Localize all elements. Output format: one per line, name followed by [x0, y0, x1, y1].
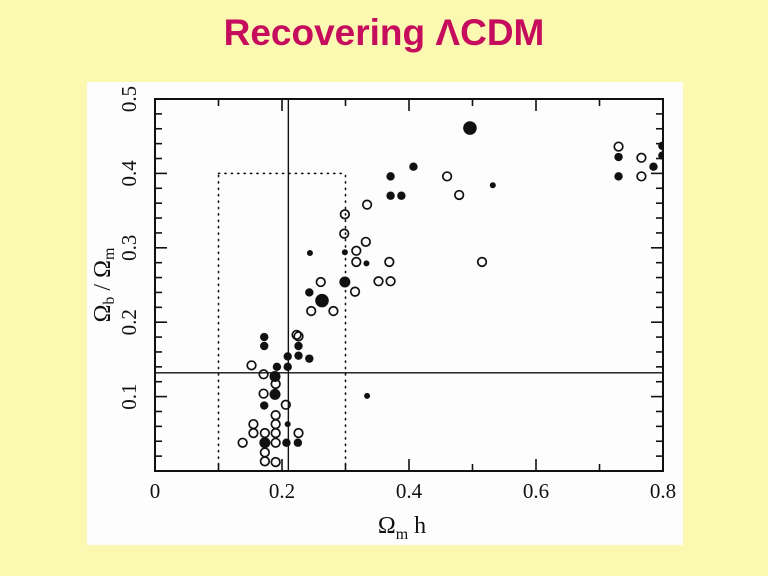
data-point-filled — [269, 388, 281, 400]
data-point-filled — [658, 141, 663, 151]
data-point-open — [237, 437, 248, 448]
data-point-filled — [386, 172, 395, 181]
data-point-open — [373, 276, 384, 287]
data-point-open — [328, 305, 339, 317]
data-point-filled — [305, 288, 314, 297]
data-point-open — [349, 286, 361, 297]
data-point-open — [339, 209, 351, 220]
data-point-filled — [282, 438, 291, 447]
data-point-open — [270, 410, 281, 421]
data-point-filled — [614, 152, 623, 162]
data-point-open — [293, 331, 304, 342]
data-point-open — [361, 199, 373, 210]
data-point-filled — [259, 437, 271, 449]
data-point-filled — [463, 121, 477, 135]
page-title: Recovering ΛCDM — [223, 12, 545, 53]
data-point-filled — [284, 421, 291, 428]
plot-panel: 0 0.2 0.4 0.6 0.8 0.1 0.2 0.3 0.4 0.5 Ωm h Ωb / Ωm — [87, 82, 683, 545]
data-point-filled — [293, 438, 303, 447]
data-point-open — [259, 447, 271, 458]
y-tick-label: 0.5 — [117, 86, 141, 112]
data-point-filled — [294, 351, 303, 360]
data-point-filled — [315, 293, 329, 308]
data-point-open — [248, 427, 259, 439]
data-point-open — [351, 256, 362, 268]
plot-frame — [154, 98, 664, 472]
x-tick-label: 0.2 — [269, 479, 295, 503]
x-tick-label: 0.6 — [523, 479, 549, 503]
data-point-filled — [649, 162, 658, 171]
data-point-filled — [294, 341, 303, 351]
data-point-open — [306, 305, 317, 317]
data-point-open — [476, 256, 488, 268]
data-point-open — [259, 456, 271, 467]
data-point-open — [270, 427, 281, 439]
data-point-filled — [272, 362, 282, 372]
data-point-filled — [283, 352, 292, 361]
x-tick-label: 0.8 — [650, 479, 676, 503]
data-point-open — [270, 437, 281, 448]
x-tick-label: 0 — [150, 479, 161, 503]
data-point-filled — [339, 276, 351, 288]
data-point-open — [613, 141, 624, 152]
y-tick-label: 0.2 — [117, 309, 141, 335]
x-axis-label: Ωm h — [378, 513, 426, 543]
data-point-filled — [260, 401, 269, 410]
y-tick-label: 0.1 — [117, 383, 141, 409]
data-point-open — [246, 360, 257, 371]
data-point-open — [258, 369, 269, 380]
x-tick-label: 0.4 — [396, 479, 423, 503]
data-point-filled — [364, 392, 371, 399]
data-point-open — [360, 236, 371, 247]
data-point-filled — [341, 249, 348, 256]
data-point-open — [270, 418, 281, 430]
y-tick-label: 0.3 — [117, 235, 141, 261]
y-axis-label: Ωb / Ωm — [90, 247, 118, 322]
data-point-open — [293, 427, 304, 439]
data-point-filled — [397, 191, 406, 200]
y-tick-label: 0.4 — [117, 160, 141, 187]
data-point-open — [270, 378, 281, 390]
data-point-filled — [306, 250, 313, 257]
data-point-open — [636, 171, 647, 182]
data-point-filled — [386, 191, 395, 200]
data-point-open — [259, 427, 271, 439]
data-point-filled — [489, 182, 496, 189]
data-point-filled — [305, 354, 314, 363]
data-point-filled — [614, 172, 623, 181]
data-point-open — [385, 276, 396, 287]
data-point-open — [280, 399, 291, 410]
data-point-filled — [409, 162, 418, 171]
data-point-filled — [260, 332, 269, 342]
data-point-open — [258, 388, 269, 399]
data-point-filled — [658, 151, 663, 160]
data-point-open — [441, 171, 453, 182]
data-point-filled — [283, 362, 292, 372]
data-point-filled — [363, 260, 370, 267]
scatter-plot: 0 0.2 0.4 0.6 0.8 0.1 0.2 0.3 0.4 0.5 Ωm h Ωb / Ωm — [90, 86, 676, 543]
data-point-filled — [260, 341, 269, 351]
data-point-open — [384, 256, 395, 268]
data-point-open — [291, 329, 302, 340]
data-point-open — [636, 152, 647, 163]
data-point-open — [339, 228, 350, 239]
data-point-open — [454, 189, 465, 201]
data-point-open — [315, 276, 326, 288]
data-point-open — [270, 456, 281, 468]
data-point-open — [351, 245, 362, 256]
data-point-open — [248, 418, 259, 430]
